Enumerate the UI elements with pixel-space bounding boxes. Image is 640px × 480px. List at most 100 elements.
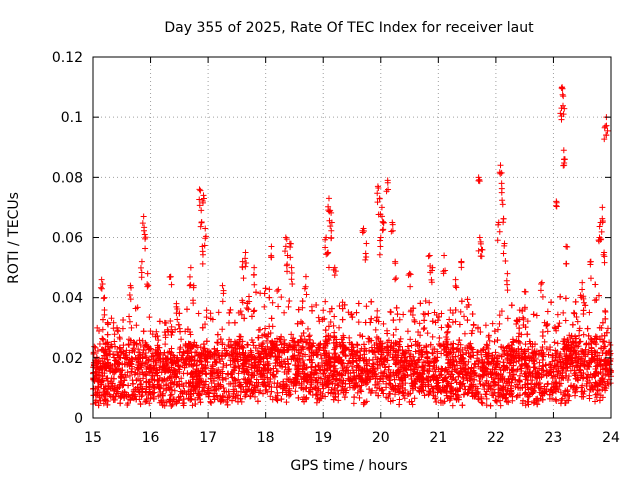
data-point xyxy=(410,371,417,378)
data-point xyxy=(432,368,439,375)
data-point xyxy=(112,343,119,350)
data-point xyxy=(444,336,451,343)
data-point xyxy=(534,401,541,408)
data-point xyxy=(266,294,273,301)
data-point xyxy=(325,389,332,396)
data-point xyxy=(297,359,304,366)
data-point xyxy=(557,358,564,365)
data-point xyxy=(219,392,226,399)
data-point xyxy=(254,398,261,405)
data-point xyxy=(446,316,453,323)
data-point xyxy=(229,344,236,351)
data-point xyxy=(109,393,116,400)
data-point xyxy=(249,388,256,395)
data-point xyxy=(522,381,529,388)
data-point xyxy=(350,382,357,389)
data-point xyxy=(396,316,403,323)
data-point xyxy=(107,361,114,368)
data-point xyxy=(419,351,426,358)
data-point xyxy=(601,378,608,385)
data-point xyxy=(483,402,490,409)
data-point xyxy=(282,364,289,371)
data-point xyxy=(143,396,150,403)
data-point xyxy=(476,373,483,380)
data-point xyxy=(183,306,190,313)
data-point xyxy=(253,289,260,296)
data-point xyxy=(232,345,239,352)
data-point xyxy=(211,351,218,358)
data-point xyxy=(548,364,555,371)
data-point xyxy=(163,399,170,406)
data-point xyxy=(337,343,344,350)
data-point xyxy=(178,375,185,382)
data-point xyxy=(552,347,559,354)
data-point xyxy=(209,316,216,323)
data-point xyxy=(386,390,393,397)
data-point xyxy=(240,345,247,352)
data-point xyxy=(454,345,461,352)
data-point xyxy=(332,344,339,351)
data-point xyxy=(425,391,432,398)
data-point xyxy=(541,338,548,345)
data-point xyxy=(460,360,467,367)
data-point xyxy=(601,332,608,339)
data-point xyxy=(143,341,150,348)
data-point xyxy=(198,361,205,368)
data-point xyxy=(299,304,306,311)
data-point xyxy=(544,321,551,328)
data-point xyxy=(183,380,190,387)
data-point xyxy=(170,381,177,388)
data-point xyxy=(552,373,559,380)
data-point xyxy=(503,380,510,387)
data-point xyxy=(389,384,396,391)
data-point xyxy=(520,321,527,328)
data-point xyxy=(235,370,242,377)
data-point xyxy=(264,374,271,381)
data-point xyxy=(550,368,557,375)
data-point xyxy=(254,368,261,375)
data-point xyxy=(168,358,175,365)
data-point xyxy=(474,349,481,356)
data-point xyxy=(120,317,127,324)
data-point xyxy=(430,385,437,392)
data-point xyxy=(372,326,379,333)
data-point xyxy=(369,356,376,363)
data-point xyxy=(367,373,374,380)
data-point xyxy=(603,385,610,392)
data-point xyxy=(124,401,131,408)
data-point xyxy=(108,315,115,322)
data-point xyxy=(516,354,523,361)
data-point xyxy=(553,327,560,334)
data-point xyxy=(307,371,314,378)
data-point xyxy=(268,350,275,357)
data-point xyxy=(157,389,164,396)
data-point xyxy=(604,379,611,386)
data-point xyxy=(573,350,580,357)
data-point xyxy=(606,361,613,368)
data-point xyxy=(572,298,579,305)
data-point xyxy=(430,376,437,383)
data-point xyxy=(461,313,468,320)
data-point xyxy=(416,320,423,327)
data-point xyxy=(208,399,215,406)
data-point xyxy=(485,359,492,366)
data-point xyxy=(425,310,432,317)
data-point xyxy=(583,373,590,380)
data-point xyxy=(335,397,342,404)
data-point xyxy=(101,385,108,392)
data-point xyxy=(135,359,142,366)
data-point xyxy=(132,369,139,376)
data-point xyxy=(355,300,362,307)
data-point xyxy=(323,340,330,347)
data-point xyxy=(566,361,573,368)
data-point xyxy=(531,358,538,365)
data-point xyxy=(199,368,206,375)
data-point xyxy=(399,385,406,392)
data-point xyxy=(97,397,104,404)
data-point xyxy=(104,356,111,363)
data-point xyxy=(244,380,251,387)
data-point xyxy=(128,358,135,365)
data-point xyxy=(491,338,498,345)
data-point xyxy=(517,340,524,347)
data-point xyxy=(423,342,430,349)
